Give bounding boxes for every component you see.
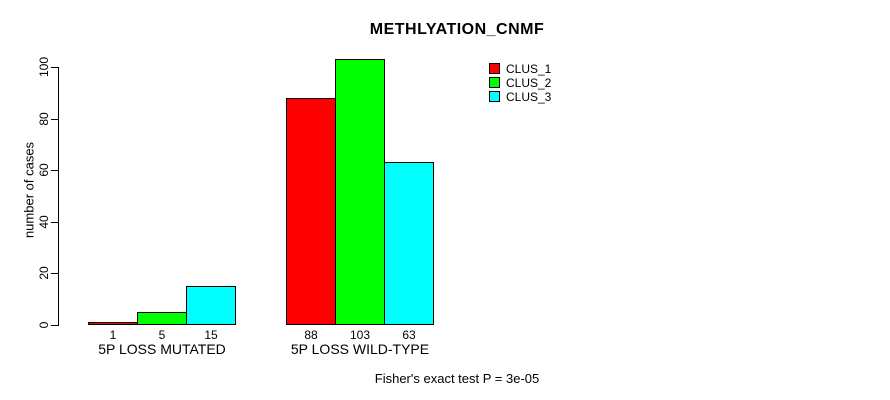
bar-value-label: 15 [204, 328, 218, 342]
bar-clus_1-group2 [286, 98, 336, 325]
legend-row-clus_2: CLUS_2 [489, 75, 552, 90]
legend-label: CLUS_1 [506, 61, 552, 76]
y-axis-tick [51, 273, 58, 274]
category-label-group1: 5P LOSS MUTATED [98, 341, 226, 357]
bar-clus_2-group2 [335, 59, 385, 325]
bar-value-label: 1 [109, 328, 117, 342]
legend-label: CLUS_2 [506, 75, 552, 90]
legend-row-clus_3: CLUS_3 [489, 89, 552, 104]
bar-value-label: 5 [158, 328, 166, 342]
y-axis-tick-label: 40 [37, 215, 51, 229]
y-axis-tick-label: 60 [37, 163, 51, 177]
y-axis-tick [51, 170, 58, 171]
legend-swatch-clus_1 [489, 63, 500, 74]
y-axis-label: number of cases [21, 141, 37, 239]
legend: CLUS_1 CLUS_2 CLUS_3 [489, 62, 551, 104]
bar-clus_1-group1 [88, 322, 138, 325]
y-axis-tick [51, 67, 58, 68]
y-axis-tick-label: 20 [37, 266, 51, 280]
category-label-group2: 5P LOSS WILD-TYPE [290, 341, 430, 357]
y-axis-tick-label: 100 [37, 56, 51, 78]
legend-row-clus_1: CLUS_1 [489, 61, 552, 76]
bar-value-label: 88 [304, 328, 318, 342]
bar-clus_2-group1 [137, 312, 187, 325]
legend-swatch-clus_2 [489, 77, 500, 88]
legend-label: CLUS_3 [506, 89, 552, 104]
bar-clus_3-group2 [384, 162, 434, 325]
y-axis-tick [51, 222, 58, 223]
chart-title: METHLYATION_CNMF [369, 21, 545, 38]
y-axis-tick [51, 119, 58, 120]
legend-swatch-clus_3 [489, 91, 500, 102]
bar-value-label: 63 [402, 328, 416, 342]
y-axis-tick-label: 80 [37, 112, 51, 126]
y-axis-line [58, 67, 59, 326]
y-axis-tick-label: 0 [37, 321, 51, 329]
y-axis-tick [51, 325, 58, 326]
stat-test-annotation: Fisher's exact test P = 3e-05 [374, 371, 540, 386]
bar-clus_3-group1 [186, 286, 236, 325]
bar-value-label: 103 [349, 328, 371, 342]
